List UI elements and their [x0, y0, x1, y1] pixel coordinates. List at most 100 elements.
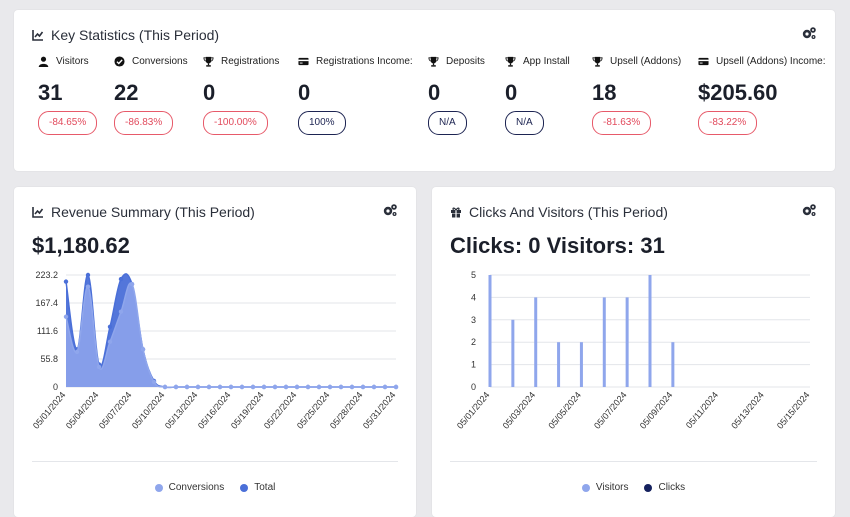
stat-upsell-addons-income: Upsell (Addons) Income: $205.60 -83.22% [698, 56, 826, 135]
point-conversions[interactable] [129, 281, 135, 287]
x-tick-label: 05/03/2024 [501, 390, 538, 431]
legend-item-clicks[interactable]: Clicks [644, 482, 685, 493]
trophy-icon [592, 56, 603, 67]
point-conversions[interactable] [162, 384, 168, 390]
stat-registrations-income: Registrations Income: 0 100% [298, 56, 413, 135]
point-conversions[interactable] [217, 384, 223, 390]
bar-visitors[interactable] [557, 342, 561, 387]
point-total[interactable] [118, 276, 124, 282]
point-conversions[interactable] [316, 384, 322, 390]
user-icon [38, 56, 49, 67]
point-conversions[interactable] [338, 384, 344, 390]
point-conversions[interactable] [184, 384, 190, 390]
stat-label-text: App Install [523, 56, 570, 67]
stat-deposits: Deposits 0 N/A [428, 56, 485, 135]
point-total[interactable] [107, 324, 113, 329]
point-conversions[interactable] [371, 384, 377, 390]
point-conversions[interactable] [74, 349, 80, 355]
bar-visitors[interactable] [671, 342, 675, 387]
stat-upsell-addons: Upsell (Addons) 18 -81.63% [592, 56, 681, 135]
x-tick-label: 05/22/2024 [262, 390, 299, 431]
legend-item-conversions[interactable]: Conversions [154, 482, 225, 493]
x-tick-label: 05/19/2024 [229, 390, 266, 431]
revenue-summary-card: Revenue Summary (This Period) $1,180.62 … [14, 187, 416, 517]
point-conversions[interactable] [63, 314, 69, 319]
point-conversions[interactable] [327, 384, 333, 390]
y-tick-label: 1 [471, 360, 476, 370]
point-conversions[interactable] [195, 384, 201, 390]
stat-label-text: Conversions [132, 56, 188, 67]
y-tick-label: 4 [471, 292, 476, 302]
stat-value: 31 [38, 80, 63, 105]
key-statistics-title: Key Statistics (This Period) [32, 27, 219, 43]
stat-label: App Install [505, 56, 570, 67]
stat-change-badge: N/A [505, 111, 544, 135]
bar-visitors[interactable] [602, 297, 606, 387]
stat-visitors: Visitors 31 -84.65% [38, 56, 98, 135]
legend-label-conversions: Conversions [168, 482, 225, 493]
clicks-visitors-title-text: Clicks And Visitors (This Period) [469, 204, 668, 220]
point-conversions[interactable] [107, 339, 113, 345]
stat-change-badge: 100% [298, 111, 346, 135]
stat-label-text: Registrations [221, 56, 280, 67]
stat-value: 0 [428, 80, 441, 105]
stat-label: Upsell (Addons) Income: [698, 56, 826, 67]
point-conversions[interactable] [393, 384, 399, 390]
legend-swatch-clicks [644, 483, 653, 492]
bar-visitors[interactable] [534, 297, 538, 387]
settings-gear-icon[interactable] [801, 203, 817, 217]
point-conversions[interactable] [349, 384, 355, 390]
legend-label-clicks: Clicks [658, 482, 686, 493]
bar-visitors[interactable] [488, 275, 492, 387]
credit-card-icon [698, 57, 709, 66]
stat-registrations: Registrations 0 -100.00% [203, 56, 279, 135]
legend-item-visitors[interactable]: Visitors [581, 482, 628, 493]
point-conversions[interactable] [151, 379, 157, 385]
point-total[interactable] [85, 272, 91, 278]
point-conversions[interactable] [85, 284, 91, 289]
point-conversions[interactable] [305, 384, 311, 390]
trophy-icon [505, 56, 516, 67]
bar-visitors[interactable] [625, 297, 629, 387]
stat-change-badge: -84.65% [38, 111, 98, 135]
settings-gear-icon[interactable] [382, 203, 398, 217]
stat-value: 22 [114, 80, 139, 105]
point-conversions[interactable] [250, 384, 256, 390]
stat-value: 0 [203, 80, 216, 105]
stat-label: Visitors [38, 56, 97, 67]
x-tick-label: 05/09/2024 [638, 390, 675, 431]
point-conversions[interactable] [118, 309, 124, 314]
point-conversions[interactable] [261, 384, 267, 390]
legend-swatch-conversions [154, 483, 163, 492]
bar-visitors[interactable] [579, 342, 583, 387]
point-conversions[interactable] [96, 364, 102, 370]
settings-gear-icon[interactable] [801, 26, 817, 40]
stat-label: Deposits [428, 56, 485, 67]
legend-label-total: Total [254, 482, 276, 493]
point-conversions[interactable] [228, 384, 234, 390]
point-conversions[interactable] [239, 384, 245, 390]
point-total[interactable] [63, 279, 69, 284]
legend-item-total[interactable]: Total [240, 482, 275, 493]
point-conversions[interactable] [382, 384, 388, 390]
stat-value: $205.60 [698, 80, 778, 105]
y-tick-label: 111.6 [37, 326, 58, 336]
x-tick-label: 05/11/2024 [684, 390, 720, 430]
point-conversions[interactable] [360, 384, 366, 390]
bar-visitors[interactable] [648, 275, 652, 387]
y-tick-label: 223.2 [35, 270, 58, 280]
line-chart-icon [32, 30, 44, 41]
stat-label-text: Upsell (Addons) [610, 56, 682, 67]
clicks-visitors-card: Clicks And Visitors (This Period) Clicks… [432, 187, 835, 517]
point-conversions[interactable] [140, 347, 146, 352]
line-chart-icon [32, 207, 44, 218]
y-tick-label: 2 [471, 337, 476, 347]
x-tick-label: 05/13/2024 [163, 390, 200, 431]
point-conversions[interactable] [173, 384, 179, 390]
stat-label: Registrations [203, 56, 279, 67]
point-conversions[interactable] [272, 384, 278, 390]
bar-visitors[interactable] [511, 319, 515, 387]
point-conversions[interactable] [294, 384, 300, 390]
point-conversions[interactable] [283, 384, 289, 390]
point-conversions[interactable] [206, 384, 212, 390]
